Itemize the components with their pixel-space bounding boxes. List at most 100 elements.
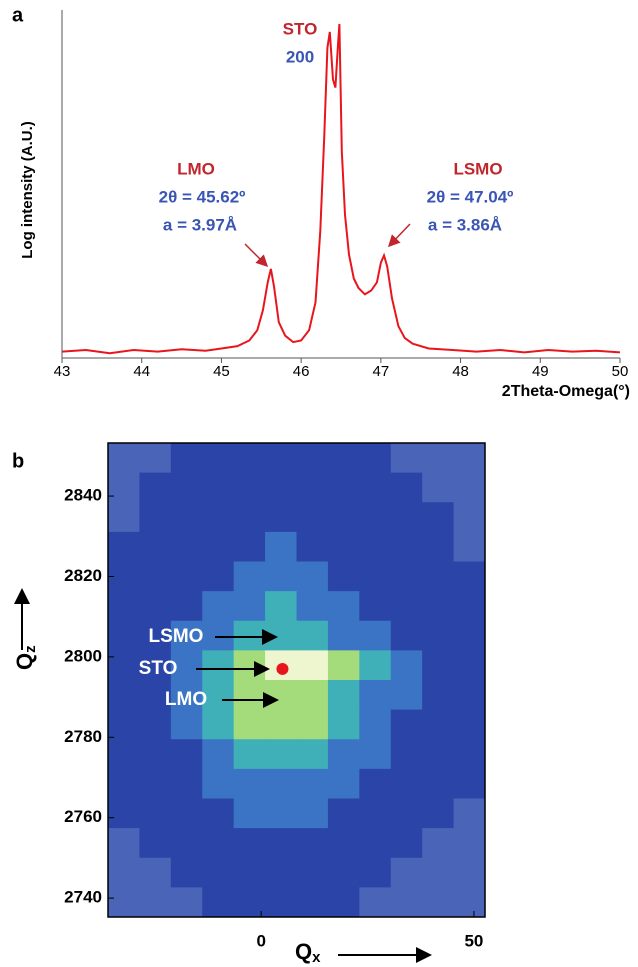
heat-cell	[390, 472, 423, 503]
heat-cell	[453, 887, 486, 918]
heat-cell	[108, 709, 140, 740]
heat-cell	[265, 739, 297, 770]
heat-cell	[327, 680, 360, 711]
label-symbol: Q	[12, 653, 37, 670]
heat-cell	[422, 887, 455, 918]
heat-cell	[202, 887, 235, 918]
heat-cell	[453, 472, 486, 503]
heat-cell	[170, 709, 203, 740]
heat-cell	[108, 531, 140, 562]
heat-cell	[453, 768, 486, 799]
heat-cell	[265, 472, 297, 503]
heat-cell	[202, 798, 235, 829]
heat-cell	[296, 650, 329, 681]
heat-cell	[265, 709, 297, 740]
heat-cell	[108, 472, 140, 503]
heat-cell	[202, 531, 235, 562]
annotation: LMO	[165, 689, 207, 710]
annotation: a = 3.97Å	[163, 215, 237, 234]
heat-cell	[108, 887, 140, 918]
heat-cell	[390, 443, 423, 474]
heat-cell	[422, 561, 455, 592]
heat-cell	[108, 798, 140, 829]
heat-cell	[390, 591, 423, 622]
annotation: STO	[283, 19, 318, 38]
heat-cell	[422, 591, 455, 622]
heat-cell	[296, 828, 329, 859]
heat-cell	[265, 561, 297, 592]
heat-cell	[202, 472, 235, 503]
heat-cell	[139, 739, 172, 770]
heat-cell	[170, 561, 203, 592]
heat-cell	[453, 709, 486, 740]
heat-cell	[202, 680, 235, 711]
heat-cell	[422, 768, 455, 799]
y-axis-label: Qz	[12, 645, 39, 670]
heat-cell	[327, 798, 360, 829]
panel-label: a	[12, 4, 24, 26]
heat-cell	[202, 739, 235, 770]
heat-cell	[202, 828, 235, 859]
heat-cell	[265, 887, 297, 918]
heat-cell	[233, 620, 266, 651]
heat-cell	[265, 443, 297, 474]
x-tick-label: 50	[464, 931, 483, 950]
heat-cell	[359, 620, 392, 651]
heat-cell	[233, 798, 266, 829]
heat-cell	[170, 739, 203, 770]
y-tick-label: 2780	[64, 727, 102, 746]
annotation: LSMO	[453, 159, 502, 178]
heat-cell	[233, 887, 266, 918]
heat-cell	[390, 650, 423, 681]
heat-cell	[327, 828, 360, 859]
heat-cell	[327, 709, 360, 740]
heat-cell	[139, 709, 172, 740]
heat-cell	[139, 828, 172, 859]
heat-cell	[170, 620, 203, 651]
heat-cell	[170, 768, 203, 799]
heat-cell	[233, 443, 266, 474]
heat-cell	[390, 798, 423, 829]
heat-cell	[390, 857, 423, 888]
heat-cell	[359, 798, 392, 829]
heat-cell	[327, 531, 360, 562]
heat-cell	[139, 472, 172, 503]
heat-cell	[327, 561, 360, 592]
heat-cell	[108, 828, 140, 859]
heat-cell	[233, 739, 266, 770]
y-tick-label: 2740	[64, 888, 102, 907]
heat-cell	[453, 798, 486, 829]
heat-cell	[296, 887, 329, 918]
heat-cell	[265, 680, 297, 711]
heat-cell	[327, 502, 360, 533]
x-tick-label: 45	[213, 363, 230, 380]
heat-cell	[359, 472, 392, 503]
heat-cell	[108, 768, 140, 799]
heat-cell	[359, 561, 392, 592]
heat-cell	[202, 561, 235, 592]
heat-cell	[327, 768, 360, 799]
heat-cell	[390, 768, 423, 799]
heat-cell	[296, 561, 329, 592]
heat-cell	[359, 443, 392, 474]
heat-cell	[233, 591, 266, 622]
heat-cell	[359, 768, 392, 799]
annotation: LMO	[177, 159, 215, 178]
heat-cell	[265, 828, 297, 859]
heat-cell	[453, 561, 486, 592]
heat-cell	[390, 502, 423, 533]
heat-cell	[139, 502, 172, 533]
heat-cell	[422, 857, 455, 888]
heat-cell	[296, 443, 329, 474]
heat-cell	[170, 798, 203, 829]
heat-cell	[453, 531, 486, 562]
heat-cell	[422, 620, 455, 651]
heat-cell	[390, 561, 423, 592]
heat-cell	[265, 531, 297, 562]
x-tick-label: 0	[256, 931, 265, 950]
heat-cell	[233, 709, 266, 740]
heat-cell	[108, 857, 140, 888]
heat-cell	[265, 591, 297, 622]
heat-cell	[422, 739, 455, 770]
